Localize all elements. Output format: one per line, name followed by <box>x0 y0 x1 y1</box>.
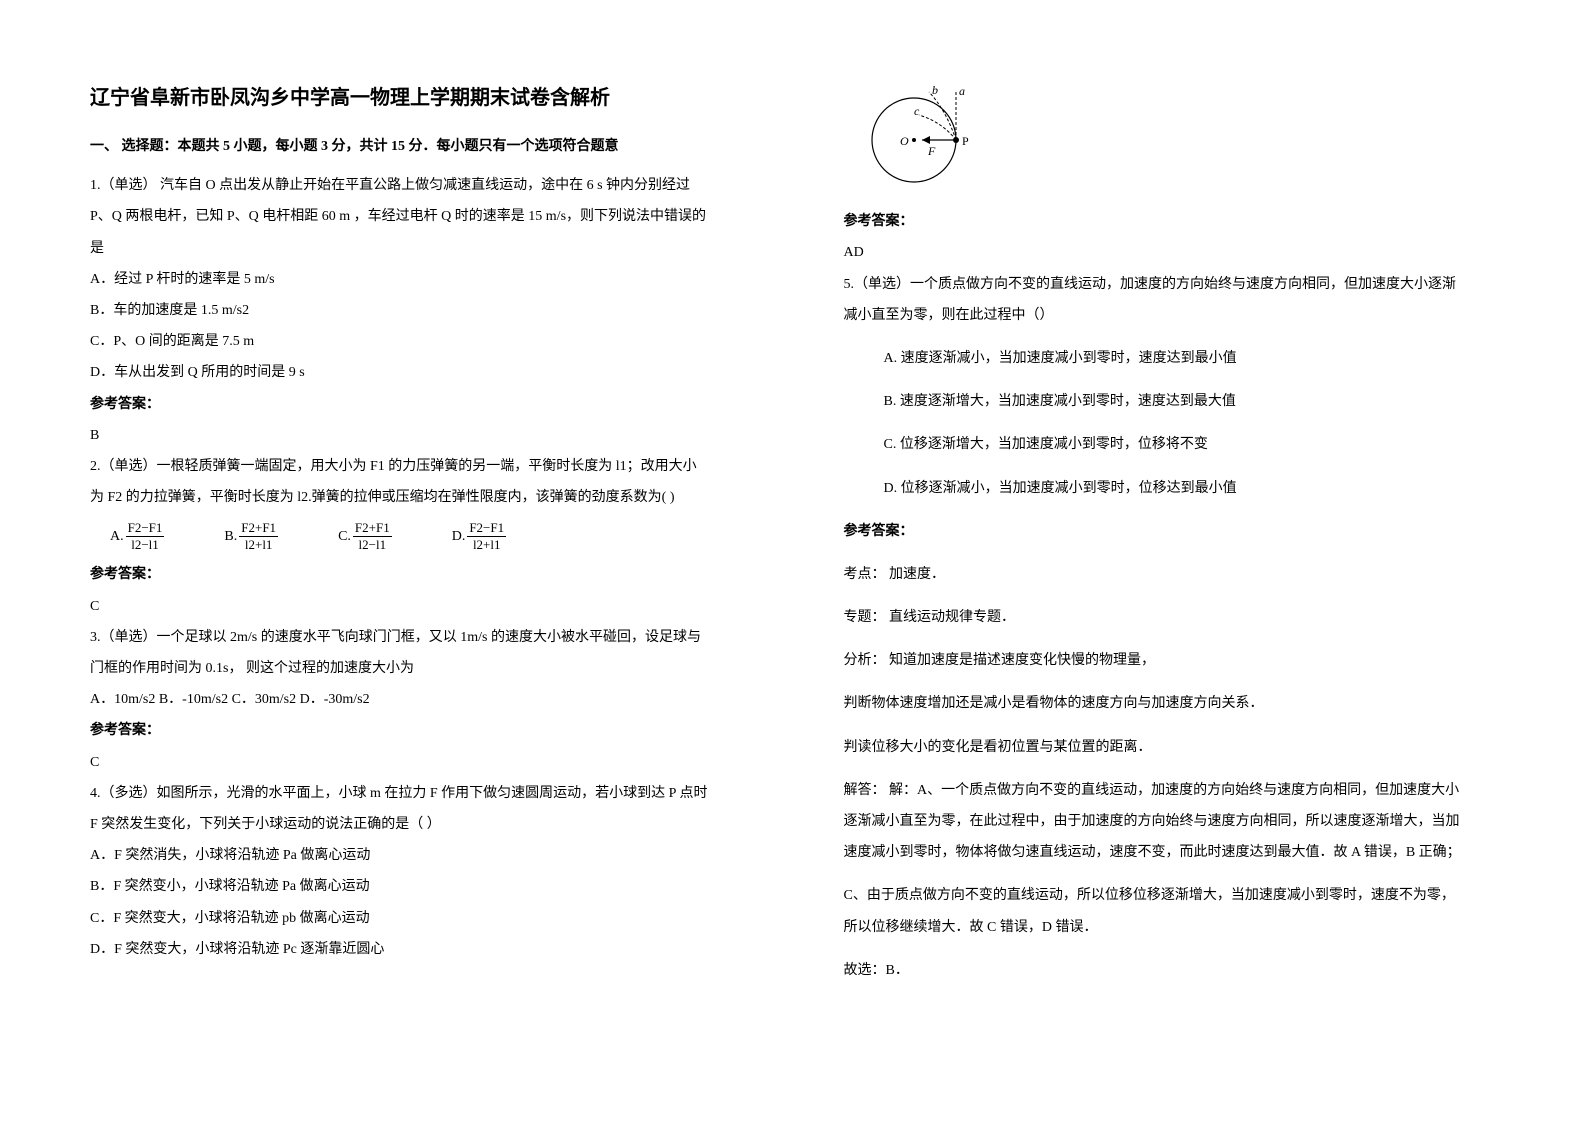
q2-answer-label: 参考答案： <box>90 562 744 587</box>
diagram-label-F: F <box>927 144 936 158</box>
q2-optD-num: F2−F1 <box>467 520 506 537</box>
q4-diagram: O P a b c F <box>864 80 1498 199</box>
q1-stem: P、Q 两根电杆，已知 P、Q 电杆相距 60 m ，车经过电杆 Q 时的速率是… <box>90 204 744 229</box>
q4-optB: B．F 突然变小，小球将沿轨迹 Pa 做离心运动 <box>90 874 744 899</box>
q5-jieda4: C、由于质点做方向不变的直线运动，所以位移位移逐渐增大，当加速度减小到零时，速度… <box>844 883 1498 908</box>
q1-optC: C．P、O 间的距离是 7.5 m <box>90 329 744 354</box>
q1-stem: 1.（单选） 汽车自 O 点出发从静止开始在平直公路上做匀减速直线运动，途中在 … <box>90 173 744 198</box>
q2-stem: 为 F2 的力拉弹簧，平衡时长度为 l2.弹簧的拉伸或压缩均在弹性限度内，该弹簧… <box>90 485 744 510</box>
q3-opts: A．10m/s2 B．-10m/s2 C．30m/s2 D．-30m/s2 <box>90 687 744 712</box>
q5-jieda6: 故选：B． <box>844 958 1498 983</box>
q5-jieda2: 逐渐减小直至为零，在此过程中，由于加速度的方向始终与速度方向相同，所以速度逐渐增… <box>844 809 1498 834</box>
q4-answer-label: 参考答案： <box>844 209 1498 234</box>
q5-optD: D. 位移逐渐减小，当加速度减小到零时，位移达到最小值 <box>884 476 1498 501</box>
q5-fenxi3: 判读位移大小的变化是看初位置与某位置的距离． <box>844 735 1498 760</box>
q5-jieda3: 速度减小到零时，物体将做匀速直线运动，速度不变，而此时速度达到最大值．故 A 错… <box>844 840 1498 865</box>
q1-answer: B <box>90 423 744 448</box>
q1-stem: 是 <box>90 236 744 261</box>
diagram-label-a: a <box>959 84 965 98</box>
q2-optA-label: A. <box>110 524 124 549</box>
diagram-label-c: c <box>914 104 920 118</box>
q5-answer-label: 参考答案： <box>844 519 1498 544</box>
q5-stem: 5.（单选）一个质点做方向不变的直线运动，加速度的方向始终与速度方向相同，但加速… <box>844 272 1498 297</box>
q2-answer: C <box>90 594 744 619</box>
diagram-label-O: O <box>900 134 909 148</box>
q2-optB-den: l2+l1 <box>243 537 275 553</box>
q2-optD-den: l2+l1 <box>471 537 503 553</box>
q5-stem: 减小直至为零，则在此过程中（） <box>844 303 1498 328</box>
q3-answer: C <box>90 750 744 775</box>
q2-optC-num: F2+F1 <box>353 520 392 537</box>
q3-stem: 3.（单选）一个足球以 2m/s 的速度水平飞向球门门框，又以 1m/s 的速度… <box>90 625 744 650</box>
q1-optD: D．车从出发到 Q 所用的时间是 9 s <box>90 360 744 385</box>
diagram-label-P: P <box>962 134 969 148</box>
q4-optD: D．F 突然变大，小球将沿轨迹 Pc 逐渐靠近圆心 <box>90 937 744 962</box>
q5-zhuanti: 专题： 直线运动规律专题． <box>844 605 1498 630</box>
page-title: 辽宁省阜新市卧凤沟乡中学高一物理上学期期末试卷含解析 <box>90 80 744 116</box>
q2-optB-label: B. <box>224 524 237 549</box>
q4-optC: C．F 突然变大，小球将沿轨迹 pb 做离心运动 <box>90 906 744 931</box>
q5-kaodian: 考点： 加速度． <box>844 562 1498 587</box>
q3-answer-label: 参考答案： <box>90 718 744 743</box>
q5-optB: B. 速度逐渐增大，当加速度减小到零时，速度达到最大值 <box>884 389 1498 414</box>
q5-optA: A. 速度逐渐减小，当加速度减小到零时，速度达到最小值 <box>884 346 1498 371</box>
q1-optA: A．经过 P 杆时的速率是 5 m/s <box>90 267 744 292</box>
q2-optC-den: l2−l1 <box>357 537 389 553</box>
q5-fenxi2: 判断物体速度增加还是减小是看物体的速度方向与加速度方向关系． <box>844 691 1498 716</box>
q4-answer: AD <box>844 240 1498 265</box>
q4-optA: A．F 突然消失，小球将沿轨迹 Pa 做离心运动 <box>90 843 744 868</box>
q5-jieda: 解答： 解：A、一个质点做方向不变的直线运动，加速度的方向始终与速度方向相同，但… <box>844 778 1498 803</box>
q4-stem: F 突然发生变化，下列关于小球运动的说法正确的是（ ） <box>90 812 744 837</box>
q5-jieda5: 所以位移继续增大．故 C 错误，D 错误． <box>844 915 1498 940</box>
q2-optC-label: C. <box>338 524 351 549</box>
q2-optD-label: D. <box>452 524 466 549</box>
q2-options: A.F2−F1l2−l1 B.F2+F1l2+l1 C.F2+F1l2−l1 D… <box>110 520 744 552</box>
q1-optB: B．车的加速度是 1.5 m/s2 <box>90 298 744 323</box>
q4-stem: 4.（多选）如图所示，光滑的水平面上，小球 m 在拉力 F 作用下做匀速圆周运动… <box>90 781 744 806</box>
q2-stem: 2.（单选）一根轻质弹簧一端固定，用大小为 F1 的力压弹簧的另一端，平衡时长度… <box>90 454 744 479</box>
q2-optB-num: F2+F1 <box>239 520 278 537</box>
q2-optA-num: F2−F1 <box>126 520 165 537</box>
q5-fenxi: 分析： 知道加速度是描述速度变化快慢的物理量， <box>844 648 1498 673</box>
q1-answer-label: 参考答案： <box>90 392 744 417</box>
q3-stem: 门框的作用时间为 0.1s， 则这个过程的加速度大小为 <box>90 656 744 681</box>
section-header: 一、 选择题：本题共 5 小题，每小题 3 分，共计 15 分．每小题只有一个选… <box>90 134 744 159</box>
q2-optA-den: l2−l1 <box>129 537 161 553</box>
diagram-label-b: b <box>932 83 938 97</box>
q5-optC: C. 位移逐渐增大，当加速度减小到零时，位移将不变 <box>884 432 1498 457</box>
